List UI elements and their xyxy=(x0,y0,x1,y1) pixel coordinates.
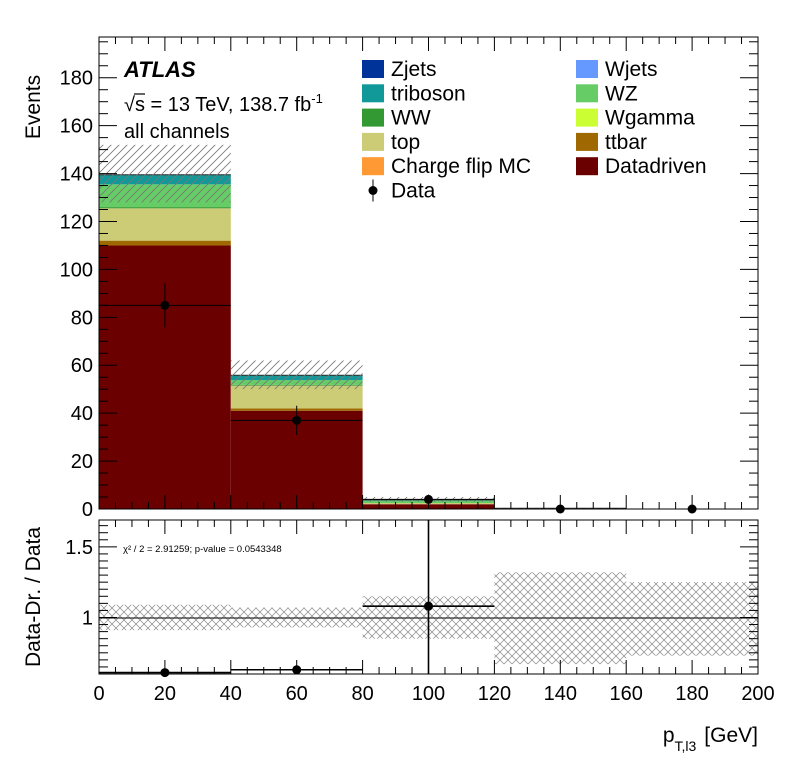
y-tick-label-100: 100 xyxy=(60,259,93,281)
ratio-band-bin-0 xyxy=(99,604,231,631)
ratio-panel: 11.5 χ² / 2 = 2.91259; p-value = 0.05433… xyxy=(65,519,759,678)
uncertainty-hatch-bin-0 xyxy=(99,144,231,203)
legend-swatch-wgamma xyxy=(576,108,598,127)
bar-top-bin-1 xyxy=(230,385,363,409)
legend-label-charge-flip-mc: Charge flip MC xyxy=(391,155,531,178)
y-tick-label-60: 60 xyxy=(71,355,93,377)
energy-superscript: -1 xyxy=(311,91,323,106)
y-tick-label-180: 180 xyxy=(60,68,93,90)
x-tick-label-160: 160 xyxy=(610,683,643,705)
legend-swatch-zjets xyxy=(362,60,384,78)
legend-label-datadriven: Datadriven xyxy=(605,155,707,178)
legend-swatch-triboson xyxy=(362,84,384,103)
x-tick-label-200: 200 xyxy=(741,683,774,705)
uncertainty-hatch-bin-1 xyxy=(230,360,363,390)
channel-label: all channels xyxy=(124,121,230,143)
data-point-0 xyxy=(160,300,170,310)
ratio-y-axis-title: Data-Dr. / Data xyxy=(22,527,45,667)
x-tick-label-60: 60 xyxy=(286,683,308,705)
ratio-y-tick-label-1.5: 1.5 xyxy=(65,537,93,559)
legend-label-wjets: Wjets xyxy=(605,58,658,81)
bar-ww-bin-0 xyxy=(99,207,231,209)
legend-swatch-ttbar xyxy=(576,132,598,151)
atlas-label: ATLAS xyxy=(123,57,196,82)
y-axis-title: Events xyxy=(22,75,45,139)
main-y-tick-labels: 0 20 40 60 80 100 120 140 160 180 xyxy=(60,68,93,521)
ratio-band-bin-1 xyxy=(230,607,363,628)
y-tick-label-0: 0 xyxy=(82,499,93,521)
legend-data-marker xyxy=(368,186,378,195)
ratio-y-tick-label-1: 1 xyxy=(82,607,93,629)
x-tick-label-100: 100 xyxy=(412,683,445,705)
x-tick-label-80: 80 xyxy=(351,683,373,705)
y-tick-label-80: 80 xyxy=(71,307,93,329)
x-axis-title: pT,l3 [GeV] xyxy=(663,724,758,754)
ratio-band-bin-4 xyxy=(626,582,758,656)
data-point-1 xyxy=(292,415,302,425)
legend-label-zjets: Zjets xyxy=(391,58,437,81)
x-tick-label-180: 180 xyxy=(675,683,708,705)
x-tick-label-140: 140 xyxy=(544,683,577,705)
legend-label-ttbar: ttbar xyxy=(605,131,647,154)
y-tick-label-20: 20 xyxy=(71,451,93,473)
ratio-point-2 xyxy=(424,601,433,611)
legend-label-wgamma: Wgamma xyxy=(605,107,695,130)
ratio-axis-ticks xyxy=(98,520,759,674)
legend-label-data: Data xyxy=(391,180,436,203)
y-tick-label-140: 140 xyxy=(60,164,93,186)
legend-label-triboson: triboson xyxy=(391,82,466,105)
main-axis-ticks xyxy=(98,37,759,510)
legend-label-wz: WZ xyxy=(605,82,638,105)
x-tick-label-120: 120 xyxy=(478,683,511,705)
legend-swatch-charge-flip-mc xyxy=(362,157,384,176)
legend-swatch-ww xyxy=(362,108,384,127)
legend-label-ww: WW xyxy=(391,107,431,130)
main-panel: 0 20 40 60 80 100 120 140 160 180 xyxy=(60,36,759,521)
y-tick-label-160: 160 xyxy=(60,116,93,138)
bar-top-bin-0 xyxy=(99,208,231,241)
bar-ttbar-bin-0 xyxy=(99,240,231,246)
x-tick-label-20: 20 xyxy=(154,683,176,705)
legend-swatch-wjets xyxy=(576,60,598,78)
ratio-y-tick-labels: 11.5 xyxy=(65,537,93,630)
legend-swatch-wz xyxy=(576,84,598,103)
energy-label: √s = 13 TeV, 138.7 fb-1 xyxy=(124,91,323,116)
legend-label-top: top xyxy=(391,131,420,154)
legend-swatch-top xyxy=(362,132,384,151)
x-tick-label-40: 40 xyxy=(220,683,242,705)
legend: Zjets Wjets triboson WZ WW Wgamma top ttbar Char… xyxy=(362,58,707,203)
chi2-text: χ² / 2 = 2.91259; p-value = 0.0543348 xyxy=(123,544,282,555)
legend-swatch-datadriven xyxy=(576,157,598,176)
stacked-bars xyxy=(99,174,627,509)
x-axis-title-subscript: T,l3 xyxy=(675,738,697,754)
x-tick-labels: 0 20 40 60 80 100 120 140 160 180 200 xyxy=(93,683,774,705)
ratio-points xyxy=(99,520,495,678)
y-tick-label-40: 40 xyxy=(71,403,93,425)
x-tick-label-0: 0 xyxy=(93,683,104,705)
y-tick-label-120: 120 xyxy=(60,211,93,233)
